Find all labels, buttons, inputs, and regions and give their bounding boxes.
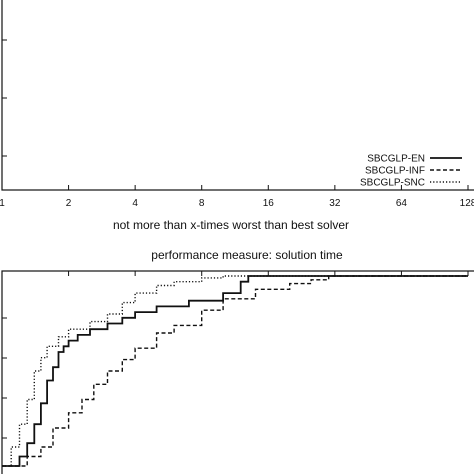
legend-label-sbcglp-en: SBCGLP-EN [367, 154, 425, 165]
x-axis-label-top: not more than x-times worst than best so… [113, 218, 349, 232]
x-tick-label-top-4: 4 [132, 198, 138, 209]
legend-label-sbcglp-snc: SBCGLP-SNC [360, 178, 425, 189]
chart-top: 1 2 4 8 16 32 64 128 not more than x-times wors… [0, 0, 474, 232]
x-tick-label-top-64: 64 [396, 198, 408, 209]
series-line-bottom-sbcglp-en [2, 275, 468, 467]
x-tick-label-top-128: 128 [460, 198, 474, 209]
x-tick-label-top-2: 2 [66, 198, 72, 209]
chart-bottom: performance measure: solution time [1, 248, 474, 474]
series-bottom [2, 275, 468, 467]
x-tick-label-top-1: 1 [0, 198, 5, 209]
x-tick-label-top-8: 8 [199, 198, 205, 209]
x-ticks-top: 1 2 4 8 16 32 64 128 [0, 185, 474, 209]
series-line-bottom-sbcglp-snc [2, 275, 468, 467]
series-line-bottom-sbcglp-inf [2, 275, 468, 467]
x-tick-label-top-16: 16 [263, 198, 275, 209]
legend-label-sbcglp-inf: SBCGLP-INF [365, 166, 425, 177]
x-tick-label-top-32: 32 [329, 198, 341, 209]
plot-frame-bottom [1, 270, 474, 474]
plot-frame-top [1, 0, 474, 191]
chart-title-bottom: performance measure: solution time [151, 248, 343, 262]
